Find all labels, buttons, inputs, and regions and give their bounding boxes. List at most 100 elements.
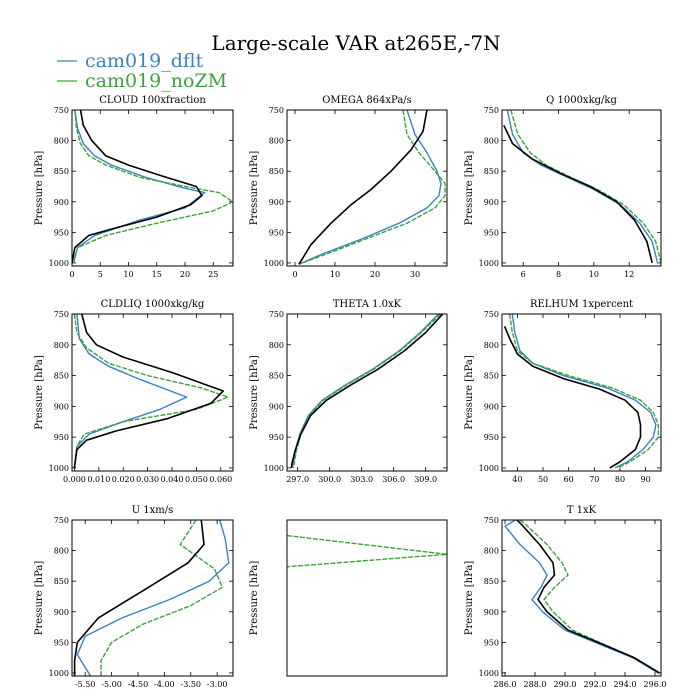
series-group [503,110,661,264]
x-tick-label: 0.040 [161,475,184,484]
x-tick-label: 15 [152,270,162,279]
x-tick-label: 10 [330,270,340,279]
series-line-cam019_dflt [504,520,659,674]
series-line-cam019_noZM [100,520,224,676]
y-tick-label: 800 [484,137,499,146]
x-tick-label: -5.50 [75,680,96,689]
x-tick-label: 90 [641,475,651,484]
panel-frame [286,109,448,267]
panel-title: U 1xm/s [132,505,174,516]
series-line-reference [298,110,428,265]
panel: T 1xK Pressure [hPa] 750 800 850 900 950 1000 28… [464,505,666,689]
y-tick-label: 750 [269,310,284,319]
series-line-reference [290,314,444,469]
y-tick-label: 1000 [49,669,69,678]
series-group [504,520,660,674]
x-tick-label: 60 [564,475,574,484]
panel-title: THETA 1.0xK [333,299,402,310]
panel-frame [71,313,234,472]
series-line-cam019_dflt [298,110,442,265]
y-axis-label: Pressure [hPa] [34,561,45,636]
y-tick-label: 800 [269,341,284,350]
x-tick-label: -4.00 [154,680,175,689]
y-tick-label: 1000 [479,669,499,678]
x-tick-label: 25 [208,270,218,279]
panel-frame [501,519,662,677]
y-tick-label: 950 [484,228,499,237]
panel-title: CLDLIQ 1000xkg/kg [101,299,205,310]
x-tick-label: 80 [615,475,625,484]
y-tick-label: 1000 [49,464,69,473]
y-tick-label: 900 [484,402,499,411]
y-tick-label: 800 [269,137,284,146]
series-line-cam019_dflt [76,520,230,676]
figure-title: Large-scale VAR at265E,-7N [211,31,500,55]
x-tick-label: 12 [624,270,634,279]
x-tick-label: 297.0 [286,475,309,484]
y-tick-label: 800 [54,341,69,350]
series-line-cam019_noZM [73,110,233,264]
series-line-cam019_dflt [73,110,206,264]
x-tick-label: 5 [98,270,103,279]
y-tick-label: 950 [54,638,69,647]
series-line-reference [73,314,224,469]
x-tick-label: 303.0 [350,475,373,484]
y-tick-label: 950 [484,433,499,442]
y-tick-label: 750 [484,310,499,319]
x-tick-label: -3.50 [181,680,202,689]
y-tick-label: 850 [484,577,499,586]
y-tick-label: 900 [269,402,284,411]
x-tick-label: 0.030 [136,475,159,484]
y-tick-label: 850 [484,167,499,176]
series-line-cam019_dflt [511,314,657,469]
y-tick-label: 850 [54,577,69,586]
y-tick-label: 900 [54,608,69,617]
series-group [503,314,660,469]
series-line-cam019_noZM [519,520,660,674]
y-axis-label: Pressure [hPa] [249,561,260,636]
x-tick-label: 288.0 [524,680,547,689]
x-tick-label: 40 [512,475,522,484]
panel-title: Q 1000xkg/kg [546,95,617,106]
y-tick-label: 750 [484,106,499,115]
y-tick-label: 900 [484,608,499,617]
panel-title: T 1xK [567,505,597,516]
y-tick-label: 800 [484,547,499,556]
y-tick-label: 750 [54,516,69,525]
series-line-reference [72,110,203,264]
x-tick-label: 6 [521,270,526,279]
y-tick-label: 1000 [264,464,284,473]
x-tick-label: 292.0 [584,680,607,689]
x-tick-label: 8 [556,270,561,279]
x-tick-label: 0.000 [63,475,86,484]
y-tick-label: 750 [54,106,69,115]
y-tick-label: 1000 [264,259,284,268]
x-tick-label: 294.0 [614,680,637,689]
panel: U 1xm/s Pressure [hPa] 750 800 850 900 950 1000… [34,505,234,689]
x-tick-label: 50 [538,475,548,484]
panel-frame [286,519,448,677]
y-tick-label: 950 [269,433,284,442]
series-line-cam019_noZM [509,314,660,469]
x-tick-label: 300.0 [318,475,341,484]
panel-title: CLOUD 100xfraction [99,95,206,106]
x-tick-label: 306.0 [382,475,405,484]
x-tick-label: -5.00 [101,680,122,689]
y-tick-label: 850 [54,167,69,176]
x-tick-label: 10 [589,270,599,279]
panel: Pressure [hPa] [249,519,448,677]
series-group [287,534,447,568]
series-line-reference [73,520,205,676]
x-tick-label: 20 [370,270,380,279]
series-line-cam019_noZM [298,110,446,265]
x-tick-label: -3.00 [207,680,228,689]
series-line-cam019_noZM [292,314,442,469]
x-tick-label: 0.010 [87,475,110,484]
y-axis-label: Pressure [hPa] [464,151,475,226]
series-line-cam019_dflt [506,110,659,264]
panel-frame [71,519,234,677]
series-group [290,314,444,469]
y-axis-label: Pressure [hPa] [464,355,475,430]
x-tick-label: 290.0 [554,680,577,689]
